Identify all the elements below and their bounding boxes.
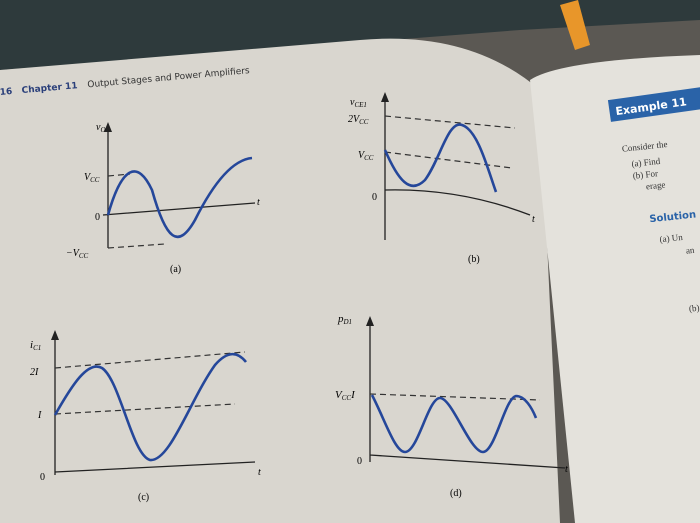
origin: 0 <box>95 212 100 223</box>
level-lines <box>54 351 246 415</box>
level-lines <box>107 173 166 249</box>
x-label: t <box>565 464 568 475</box>
arrow <box>366 316 374 326</box>
y-label: vO <box>96 122 106 134</box>
level-label: VCCI <box>335 389 356 402</box>
caption: (a) <box>170 264 181 275</box>
level-label: I <box>37 410 42 421</box>
axes <box>54 336 256 475</box>
level-label: −VCC <box>66 248 89 260</box>
x-label: t <box>532 214 535 225</box>
solution-heading: Solution <box>649 209 697 225</box>
origin: 0 <box>372 192 377 203</box>
origin: 0 <box>357 456 362 467</box>
text-line: (a) Find <box>631 156 661 169</box>
figure-c: iC1 2I I 0 t (c) <box>30 330 261 503</box>
y-label: iC1 <box>30 339 41 352</box>
y-label: vCE1 <box>350 97 367 109</box>
level-label: VCC <box>358 150 374 162</box>
y-label: pD1 <box>337 313 352 326</box>
figure-d: pD1 VCCI 0 t (d) <box>335 313 568 499</box>
level-label: VCC <box>84 172 100 184</box>
arrow <box>104 122 112 132</box>
axes <box>369 322 566 469</box>
level-lines <box>384 115 516 169</box>
chapter: Chapter 11 <box>21 81 78 96</box>
figure-b: vCE1 2VCC VCC 0 t (b) <box>348 92 535 265</box>
caption: (b) <box>468 254 480 265</box>
figure-a: vO VCC −VCC 0 t (a) <box>66 122 260 275</box>
text-line: (b) For <box>632 168 658 181</box>
text-line: Consider the <box>621 139 668 154</box>
background-stuff <box>0 0 700 70</box>
arrow <box>381 92 389 102</box>
caption: (c) <box>138 492 149 503</box>
pencil <box>560 0 590 50</box>
origin: 0 <box>40 472 45 483</box>
example-bar <box>607 86 700 122</box>
text-line: erage <box>645 179 665 191</box>
page-number: 16 <box>0 87 13 98</box>
example-box: Example 11 <box>607 86 700 122</box>
level-label: 2I <box>30 367 39 378</box>
example-text: Consider the (a) Find (b) For erage Solu… <box>621 139 700 314</box>
text-line: (b) <box>688 303 699 314</box>
text-line: an <box>685 245 695 256</box>
text-line: (a) Un <box>659 232 684 244</box>
caption: (d) <box>450 488 462 499</box>
x-label: t <box>257 197 260 208</box>
axes <box>384 98 531 240</box>
arrow <box>51 330 59 340</box>
waveform <box>53 352 248 462</box>
waveform <box>383 123 498 193</box>
waveform <box>370 394 538 454</box>
axes <box>102 128 256 248</box>
x-label: t <box>258 467 261 478</box>
waveform <box>106 156 253 239</box>
right-page <box>530 55 700 523</box>
level-label: 2VCC <box>348 114 369 126</box>
left-page <box>0 38 560 523</box>
